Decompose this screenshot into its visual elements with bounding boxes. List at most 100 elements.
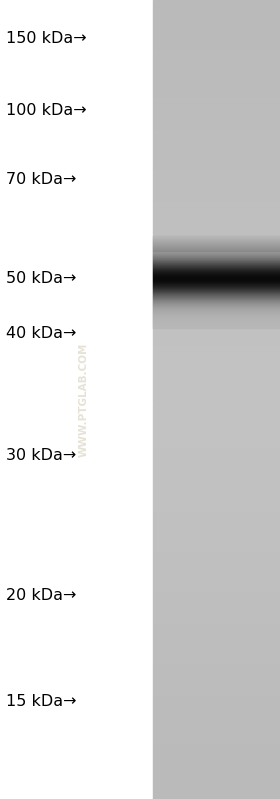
Bar [153,128,280,136]
Bar [153,48,280,56]
Bar [153,16,280,24]
Bar [153,639,280,647]
Bar [153,767,280,775]
Bar [153,384,280,392]
Bar [153,56,280,64]
Bar [153,727,280,735]
Bar [153,104,280,112]
Bar [0,0,153,799]
Bar [153,775,280,783]
Bar [153,551,280,559]
Bar [153,0,280,8]
Text: 15 kDa→: 15 kDa→ [6,694,76,709]
Bar [153,447,280,455]
Bar [153,328,280,336]
Text: 40 kDa→: 40 kDa→ [6,327,76,341]
Bar [153,64,280,72]
Bar [153,535,280,543]
Bar [153,208,280,216]
Bar [153,224,280,232]
Bar [153,759,280,767]
Bar [153,479,280,487]
Text: WWW.PTGLAB.COM: WWW.PTGLAB.COM [79,342,89,457]
Bar [153,80,280,88]
Bar [153,96,280,104]
Bar [153,615,280,623]
Bar [153,751,280,759]
Bar [153,679,280,687]
Bar [153,567,280,575]
Bar [153,376,280,384]
Bar [153,216,280,224]
Bar [153,743,280,751]
Bar [153,791,280,799]
Bar [153,519,280,527]
Bar [153,439,280,447]
Bar [153,623,280,631]
Bar [153,280,280,288]
Bar [153,240,280,248]
Bar [153,352,280,360]
Bar [153,184,280,192]
Bar [153,40,280,48]
Bar [153,463,280,471]
Text: 30 kDa→: 30 kDa→ [6,448,76,463]
Bar [153,783,280,791]
Bar [153,264,280,272]
Text: 150 kDa→: 150 kDa→ [6,31,86,46]
Text: 70 kDa→: 70 kDa→ [6,173,76,187]
Bar [153,423,280,431]
Bar [153,591,280,599]
Bar [153,72,280,80]
Bar [153,583,280,591]
Bar [153,719,280,727]
Bar [153,360,280,368]
Bar [153,455,280,463]
Bar [153,431,280,439]
Bar [153,735,280,743]
Bar [153,695,280,703]
Bar [153,24,280,32]
Bar [153,703,280,711]
Bar [153,320,280,328]
Bar [153,152,280,160]
Text: 50 kDa→: 50 kDa→ [6,271,76,285]
Bar [153,312,280,320]
Text: 20 kDa→: 20 kDa→ [6,588,76,602]
Bar [153,176,280,184]
Bar [153,631,280,639]
Bar [153,144,280,152]
Bar [153,543,280,551]
Bar [153,256,280,264]
Bar [153,407,280,415]
Bar [153,120,280,128]
Bar [153,599,280,607]
Bar [153,511,280,519]
Bar [153,655,280,663]
Bar [153,136,280,144]
Bar [153,503,280,511]
Bar [153,368,280,376]
Bar [153,304,280,312]
Bar [153,487,280,495]
Bar [153,400,280,407]
Bar [153,663,280,671]
Bar [153,559,280,567]
Bar [153,495,280,503]
Bar [153,471,280,479]
Bar [153,88,280,96]
Bar [153,344,280,352]
Bar [153,575,280,583]
Text: 100 kDa→: 100 kDa→ [6,103,86,117]
Bar [153,711,280,719]
Bar [153,527,280,535]
Bar [153,607,280,615]
Bar [153,8,280,16]
Bar [153,647,280,655]
Bar [153,336,280,344]
Bar [153,248,280,256]
Bar [153,272,280,280]
Bar [153,32,280,40]
Bar [153,288,280,296]
Bar [153,168,280,176]
